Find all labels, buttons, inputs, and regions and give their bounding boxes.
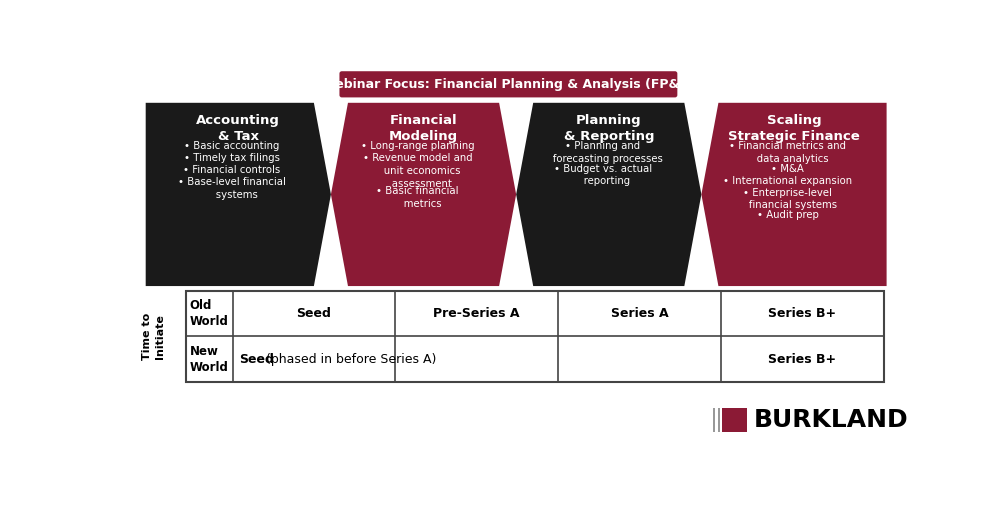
- Polygon shape: [701, 103, 887, 286]
- Text: New
World: New World: [189, 345, 229, 374]
- Polygon shape: [516, 103, 701, 286]
- Text: Series A: Series A: [610, 307, 669, 320]
- Text: • Planning and
   forecasting processes: • Planning and forecasting processes: [543, 141, 663, 164]
- Text: Time to
Initiate: Time to Initiate: [142, 313, 165, 360]
- Text: Seed: Seed: [239, 353, 274, 366]
- Text: Series B+: Series B+: [768, 307, 836, 320]
- Text: • Basic financial
   metrics: • Basic financial metrics: [376, 186, 458, 209]
- Text: • M&A: • M&A: [772, 164, 805, 174]
- Text: Financial
Modeling: Financial Modeling: [389, 113, 458, 143]
- Text: Scaling
Strategic Finance: Scaling Strategic Finance: [728, 113, 860, 143]
- Text: • Long-range planning: • Long-range planning: [360, 141, 474, 151]
- Bar: [186, 291, 884, 382]
- Text: • Financial metrics and
   data analytics: • Financial metrics and data analytics: [729, 141, 846, 164]
- Text: • Budget vs. actual
   reporting: • Budget vs. actual reporting: [554, 164, 652, 186]
- Bar: [717, 408, 720, 433]
- Polygon shape: [331, 103, 516, 286]
- Text: Old
World: Old World: [189, 299, 229, 328]
- Polygon shape: [146, 103, 331, 286]
- Text: Planning
& Reporting: Planning & Reporting: [563, 113, 654, 143]
- Text: • Base-level financial
   systems: • Base-level financial systems: [179, 177, 286, 200]
- Text: (phased in before Series A): (phased in before Series A): [262, 353, 436, 366]
- Text: BURKLAND: BURKLAND: [753, 408, 908, 432]
- Bar: [713, 408, 715, 433]
- Text: • Basic accounting: • Basic accounting: [185, 141, 280, 151]
- Text: Pre-Series A: Pre-Series A: [434, 307, 520, 320]
- Text: • Audit prep: • Audit prep: [757, 210, 818, 220]
- Text: Series B+: Series B+: [768, 353, 836, 366]
- Bar: [722, 408, 747, 433]
- Text: • Timely tax filings: • Timely tax filings: [185, 153, 280, 163]
- FancyBboxPatch shape: [339, 71, 678, 97]
- Text: • Enterprise-level
   financial systems: • Enterprise-level financial systems: [739, 188, 837, 210]
- Text: Seed: Seed: [297, 307, 331, 320]
- Text: Webinar Focus: Financial Planning & Analysis (FP&A): Webinar Focus: Financial Planning & Anal…: [322, 78, 694, 91]
- Text: Accounting
& Tax: Accounting & Tax: [196, 113, 281, 143]
- Text: • Financial controls: • Financial controls: [184, 165, 281, 175]
- Text: • International expansion: • International expansion: [723, 176, 852, 186]
- Text: • Revenue model and
   unit economics
   assessment: • Revenue model and unit economics asses…: [362, 153, 472, 189]
